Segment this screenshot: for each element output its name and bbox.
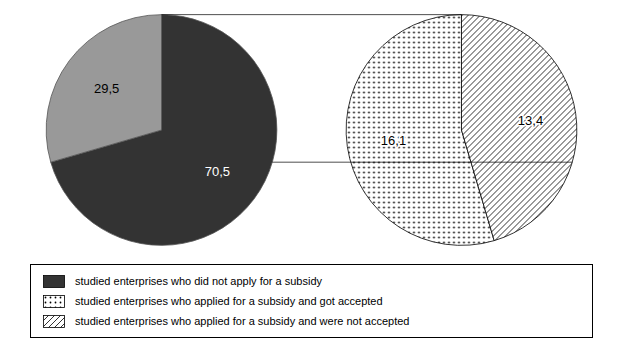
svg-text:70,5: 70,5 (205, 164, 230, 179)
html-text:studied enterprises who did no: studied enterprises who did not apply fo… (75, 275, 322, 287)
html-text:studied enterprises who applie: studied enterprises who applied for a su… (75, 295, 383, 307)
svg-text:29,5: 29,5 (94, 81, 119, 96)
svg-text:13,4: 13,4 (518, 113, 543, 128)
svg-text:16,1: 16,1 (381, 133, 406, 148)
html-text:studied enterprises who applie: studied enterprises who applied for a su… (75, 315, 410, 327)
